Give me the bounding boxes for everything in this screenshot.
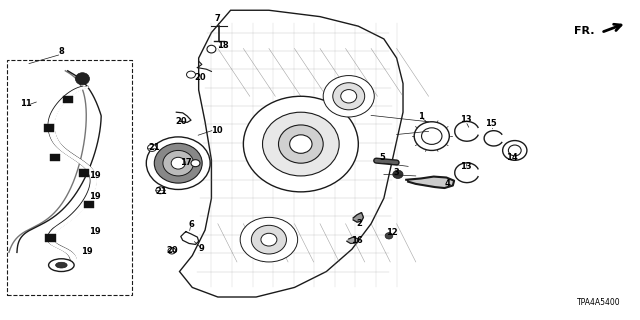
Text: 21: 21 — [156, 188, 168, 196]
Text: 19: 19 — [90, 191, 101, 201]
Ellipse shape — [278, 125, 323, 163]
Polygon shape — [353, 212, 364, 222]
Text: 14: 14 — [506, 153, 518, 162]
Text: 20: 20 — [175, 116, 187, 126]
Ellipse shape — [147, 137, 210, 189]
Ellipse shape — [148, 144, 157, 151]
Text: 3: 3 — [394, 168, 399, 177]
Bar — [79, 169, 89, 177]
Polygon shape — [406, 177, 454, 188]
Ellipse shape — [502, 140, 527, 160]
Ellipse shape — [333, 83, 365, 110]
Bar — [45, 234, 56, 242]
Ellipse shape — [323, 76, 374, 117]
Text: 13: 13 — [460, 162, 472, 171]
Ellipse shape — [414, 122, 449, 150]
Ellipse shape — [156, 187, 165, 194]
Ellipse shape — [172, 157, 185, 169]
Ellipse shape — [76, 73, 90, 85]
Ellipse shape — [422, 128, 442, 144]
Text: 5: 5 — [380, 153, 385, 162]
Text: FR.: FR. — [574, 26, 595, 36]
Text: 20: 20 — [166, 246, 178, 255]
Ellipse shape — [207, 45, 216, 53]
Ellipse shape — [186, 71, 195, 78]
Ellipse shape — [56, 262, 67, 268]
Text: 18: 18 — [217, 41, 228, 51]
Ellipse shape — [261, 233, 277, 246]
Ellipse shape — [508, 145, 521, 156]
Text: 15: 15 — [485, 119, 497, 128]
Polygon shape — [347, 237, 358, 244]
Ellipse shape — [262, 112, 339, 176]
Bar — [50, 154, 60, 161]
Text: 19: 19 — [90, 227, 101, 236]
Text: 19: 19 — [81, 247, 93, 256]
Text: 19: 19 — [90, 171, 101, 180]
Text: 11: 11 — [20, 99, 32, 108]
Text: 7: 7 — [215, 14, 221, 23]
Ellipse shape — [168, 248, 175, 254]
Text: 10: 10 — [211, 126, 222, 135]
Ellipse shape — [385, 233, 393, 239]
Text: 6: 6 — [188, 220, 194, 229]
Ellipse shape — [340, 90, 356, 103]
Ellipse shape — [290, 135, 312, 153]
Text: 4: 4 — [445, 179, 451, 188]
Ellipse shape — [191, 160, 200, 167]
Text: 8: 8 — [58, 47, 64, 56]
Text: 20: 20 — [194, 73, 205, 82]
Ellipse shape — [49, 259, 74, 271]
Text: TPA4A5400: TPA4A5400 — [577, 298, 620, 307]
Bar — [7, 60, 132, 295]
Text: 1: 1 — [418, 113, 424, 122]
Bar — [84, 201, 94, 208]
Bar — [44, 124, 54, 132]
Text: 16: 16 — [351, 236, 363, 245]
Ellipse shape — [243, 96, 358, 192]
Text: 12: 12 — [386, 228, 397, 237]
Ellipse shape — [154, 143, 202, 183]
Polygon shape — [179, 10, 403, 297]
Ellipse shape — [240, 217, 298, 262]
Text: 17: 17 — [180, 158, 192, 167]
Ellipse shape — [163, 150, 193, 176]
Text: 21: 21 — [148, 143, 160, 152]
Bar — [63, 96, 73, 103]
Ellipse shape — [252, 225, 287, 254]
Text: 9: 9 — [199, 244, 205, 253]
Ellipse shape — [393, 170, 403, 179]
Text: 2: 2 — [356, 219, 362, 228]
Text: 13: 13 — [460, 115, 472, 124]
